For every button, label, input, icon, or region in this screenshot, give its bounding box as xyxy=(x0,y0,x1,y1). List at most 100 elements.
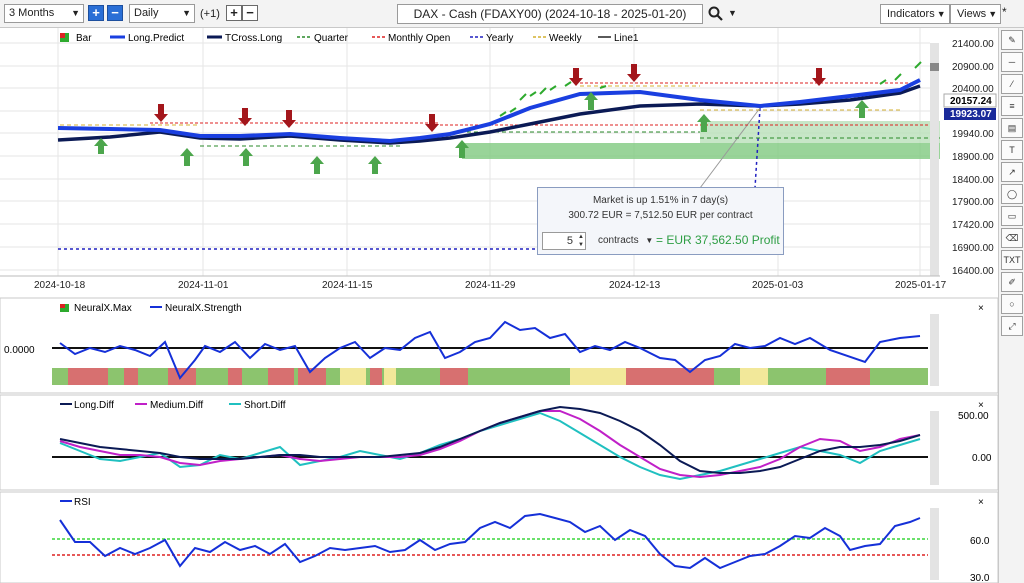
arrow-icon[interactable]: ↗ xyxy=(1001,162,1023,182)
chevron-down-icon: ▼ xyxy=(645,236,654,245)
diff-axis-zero: 0.00 xyxy=(972,453,992,464)
range-select-value: 3 Months xyxy=(9,7,55,19)
neural-close-icon[interactable]: × xyxy=(978,303,984,314)
pencil-icon[interactable]: ✎ xyxy=(1001,30,1023,50)
fullscreen-icon[interactable]: ⤢ xyxy=(1001,316,1023,336)
unit-select[interactable]: contracts ▼ xyxy=(598,235,653,246)
eraser-icon[interactable]: ⌫ xyxy=(1001,228,1023,248)
bar-legend-icon-red xyxy=(60,33,65,38)
diff-close-icon[interactable]: × xyxy=(978,400,984,411)
price-tick: 16400.00 xyxy=(952,266,994,277)
search-icon[interactable] xyxy=(708,6,724,22)
views-label: Views xyxy=(957,8,987,20)
price-tick: 20900.00 xyxy=(952,62,994,73)
offset-minus-button[interactable]: − xyxy=(242,5,258,21)
chevron-down-icon: ▼ xyxy=(936,9,946,19)
scroll-thumb[interactable] xyxy=(930,63,939,71)
unit-select-value: contracts xyxy=(598,235,639,246)
date-tick: 2025-01-17 xyxy=(895,280,947,291)
price-pane: Bar Long.Predict TCross.Long Quarter Mon… xyxy=(0,28,998,296)
monthly-open-lines xyxy=(150,82,940,126)
zoom-in-button[interactable]: + xyxy=(88,5,104,21)
pin-icon[interactable]: * xyxy=(1002,5,1007,19)
legend-medium-diff: Medium.Diff xyxy=(150,400,203,411)
ellipse-icon[interactable]: ◯ xyxy=(1001,184,1023,204)
zoom-out-button[interactable]: − xyxy=(107,5,123,21)
symbol-title[interactable]: DAX - Cash (FDAXY00) (2024-10-18 - 2025-… xyxy=(397,4,703,24)
date-tick: 2024-11-29 xyxy=(465,280,516,291)
chevron-down-icon: ▼ xyxy=(988,9,998,19)
weekly-lines xyxy=(60,85,900,126)
quantity-value: 5 xyxy=(566,235,573,247)
legend-yearly: Yearly xyxy=(486,33,513,44)
views-button[interactable]: Views ▼ xyxy=(950,4,1002,24)
sell-signals xyxy=(154,64,826,132)
range-select[interactable]: 3 Months ▼ xyxy=(4,4,84,23)
price-axis: 21400.00 20900.00 20400.00 19940.00 1890… xyxy=(952,39,994,277)
chevron-down-icon: ▼ xyxy=(71,8,80,18)
date-tick: 2025-01-03 xyxy=(752,280,804,291)
interval-select[interactable]: Daily ▼ xyxy=(129,4,195,23)
rsi-axis-30: 30.0 xyxy=(970,573,990,583)
rsi-scrollbar[interactable] xyxy=(930,508,939,580)
buy-signals xyxy=(94,92,869,174)
price-tick: 17900.00 xyxy=(952,197,994,208)
indicators-button[interactable]: Indicators ▼ xyxy=(880,4,950,24)
legend-weekly: Weekly xyxy=(549,33,582,44)
offset-label: (+1) xyxy=(200,8,220,20)
channel-icon[interactable]: ▤ xyxy=(1001,118,1023,138)
long-diff-line xyxy=(59,405,921,474)
callout-icon[interactable]: ▭ xyxy=(1001,206,1023,226)
date-tick: 2024-12-13 xyxy=(609,280,661,291)
neural-scrollbar[interactable] xyxy=(930,314,939,386)
neural-strength-line xyxy=(59,320,921,380)
neural-max-legend-icon-red xyxy=(60,304,65,308)
legend-long-diff: Long.Diff xyxy=(74,400,114,411)
interval-select-value: Daily xyxy=(134,7,159,19)
diff-scrollbar[interactable] xyxy=(930,411,939,485)
second-price-badge xyxy=(944,108,996,120)
trend-line-icon[interactable]: ⁄ xyxy=(1001,74,1023,94)
price-tick: 18400.00 xyxy=(952,175,994,186)
legend-neural-max: NeuralX.Max xyxy=(74,303,132,314)
spin-arrows-icon[interactable]: ▲ ▼ xyxy=(578,234,584,248)
text-icon[interactable]: T xyxy=(1001,140,1023,160)
diff-axis-top: 500.00 xyxy=(958,411,989,422)
profit-calculator-popup: Market is up 1.51% in 7 day(s) 300.72 EU… xyxy=(537,187,784,255)
note-icon[interactable]: ✐ xyxy=(1001,272,1023,292)
circle-icon[interactable]: ○ xyxy=(1001,294,1023,314)
rsi-close-icon[interactable]: × xyxy=(978,497,984,508)
legend-long-predict: Long.Predict xyxy=(128,33,184,44)
rsi-line xyxy=(59,512,921,570)
quantity-stepper[interactable]: 5 ▲ ▼ xyxy=(542,232,586,250)
price-legend: Bar Long.Predict TCross.Long Quarter Mon… xyxy=(60,33,639,44)
chevron-down-icon: ▼ xyxy=(182,8,191,18)
neural-pane: 0.0000 NeuralX.Max NeuralX.Strength × xyxy=(0,297,998,394)
chart-area[interactable]: Bar Long.Predict TCross.Long Quarter Mon… xyxy=(0,28,998,583)
label-icon[interactable]: TXT xyxy=(1001,250,1023,270)
long-predict-line xyxy=(57,78,921,144)
rsi-pane: 60.0 30.0 RSI × xyxy=(0,491,998,583)
price-bars xyxy=(499,61,922,117)
horizontal-line-icon[interactable]: ─ xyxy=(1001,52,1023,72)
legend-bar: Bar xyxy=(76,33,92,44)
legend-monthly-open: Monthly Open xyxy=(388,33,450,44)
date-tick: 2024-11-01 xyxy=(178,280,229,291)
legend-neural-strength: NeuralX.Strength xyxy=(165,303,242,314)
chevron-down-icon[interactable]: ▼ xyxy=(728,8,737,18)
date-tick: 2024-10-18 xyxy=(34,280,86,291)
legend-rsi: RSI xyxy=(74,497,91,508)
last-price: 20157.24 xyxy=(950,96,992,107)
measure-line xyxy=(699,107,761,189)
last-price-badge xyxy=(943,93,997,108)
price-tick: 21400.00 xyxy=(952,39,994,50)
fib-icon[interactable]: ≡ xyxy=(1001,96,1023,116)
price-scrollbar[interactable] xyxy=(930,43,939,276)
drawing-tools-sidebar: ✎ ─ ⁄ ≡ ▤ T ↗ ◯ ▭ ⌫ TXT ✐ ○ ⤢ xyxy=(998,28,1024,583)
legend-quarter: Quarter xyxy=(314,33,349,44)
neural-axis-label: 0.0000 xyxy=(4,345,35,356)
date-axis: 2024-10-18 2024-11-01 2024-11-15 2024-11… xyxy=(34,280,947,291)
signal-strip-segments xyxy=(68,368,870,385)
second-price: 19923.07 xyxy=(950,109,992,120)
offset-plus-button[interactable]: + xyxy=(226,5,242,21)
